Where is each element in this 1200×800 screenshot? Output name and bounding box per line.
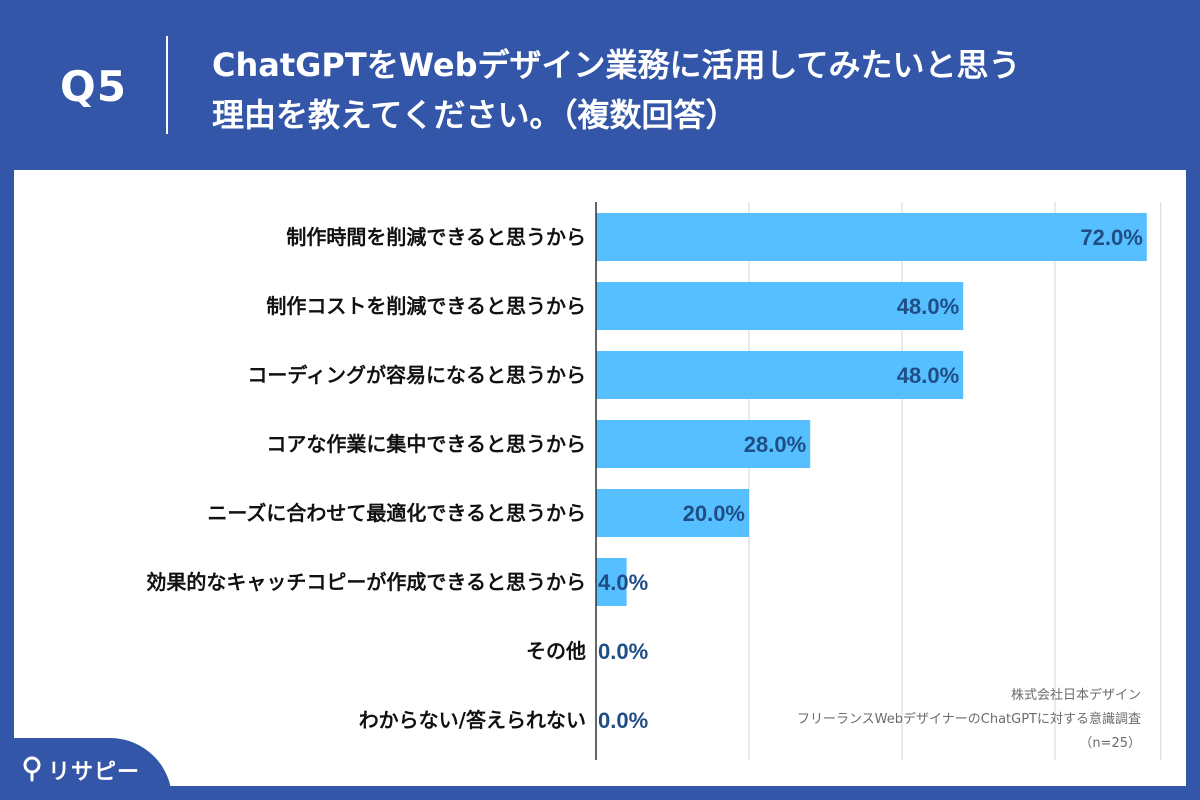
value-label-7: 0.0% xyxy=(598,708,648,733)
source-note: 株式会社日本デザイン フリーランスWebデザイナーのChatGPTに対する意識調… xyxy=(797,684,1141,756)
value-label-6: 0.0% xyxy=(598,639,648,664)
bar-3 xyxy=(596,420,811,468)
source-survey: フリーランスWebデザイナーのChatGPTに対する意識調査 xyxy=(796,712,1141,727)
title-line-2: 理由を教えてください。（複数回答） xyxy=(212,96,738,134)
bar-5 xyxy=(596,558,627,606)
category-label-6: その他 xyxy=(526,639,586,663)
pin-icon xyxy=(23,756,41,782)
category-label-1: 制作コストを削減できると思うから xyxy=(266,294,586,318)
bar-2 xyxy=(596,351,964,399)
value-label-5: 4.0% xyxy=(598,570,648,595)
value-label-0: 72.0% xyxy=(1080,225,1142,250)
category-label-2: コーディングが容易になると思うから xyxy=(247,363,586,387)
value-label-2: 48.0% xyxy=(897,363,959,388)
bar-0 xyxy=(596,213,1147,261)
chart-panel: 制作時間を削減できると思うから 72.0% 制作コストを削減できると思うから 48.0… xyxy=(14,170,1186,786)
source-sample: （n=25） xyxy=(1079,736,1141,751)
value-label-4: 20.0% xyxy=(683,501,745,526)
logo: リサピー xyxy=(0,738,172,800)
value-label-1: 48.0% xyxy=(897,294,959,319)
bar-1 xyxy=(596,282,964,330)
category-label-5: 効果的なキャッチコピーが作成できると思うから xyxy=(146,570,586,594)
page-title: ChatGPTをWebデザイン業務に活用してみたいと思う 理由を教えてください。… xyxy=(212,40,1152,140)
logo-text: リサピー xyxy=(48,760,141,785)
category-label-7: わからない/答えられない xyxy=(359,708,586,732)
header-divider xyxy=(166,36,168,134)
bar-4 xyxy=(596,489,749,537)
header: Q5 ChatGPTをWebデザイン業務に活用してみたいと思う 理由を教えてくだ… xyxy=(0,0,1200,170)
title-line-1: ChatGPTをWebデザイン業務に活用してみたいと思う xyxy=(212,46,1021,84)
category-label-3: コアな作業に集中できると思うから xyxy=(266,432,586,456)
category-label-0: 制作時間を削減できると思うから xyxy=(286,225,586,249)
value-label-3: 28.0% xyxy=(744,432,806,457)
category-label-4: ニーズに合わせて最適化できると思うから xyxy=(207,501,586,525)
question-number: Q5 xyxy=(60,62,127,111)
bar-chart: 制作時間を削減できると思うから 72.0% 制作コストを削減できると思うから 48.0… xyxy=(146,202,1162,760)
source-company: 株式会社日本デザイン xyxy=(1010,688,1141,703)
